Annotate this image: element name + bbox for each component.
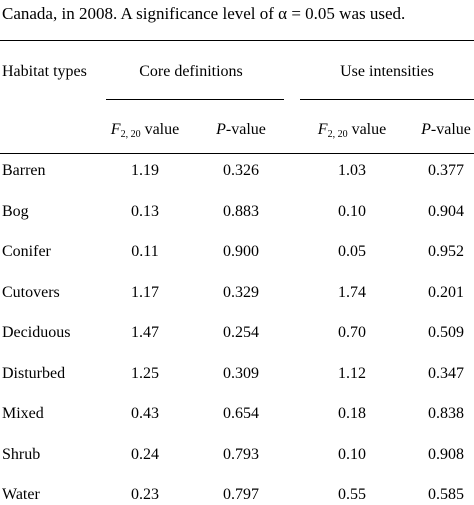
- f-suffix: value: [347, 121, 387, 138]
- habitat-cell: Cutovers: [2, 284, 60, 301]
- use-p-cell: 0.509: [428, 324, 464, 341]
- use-p-cell: 0.908: [428, 446, 464, 463]
- habitat-cell: Water: [2, 486, 40, 503]
- f-symbol: F: [317, 121, 328, 138]
- habitat-cell: Conifer: [2, 243, 51, 260]
- f-suffix: value: [140, 121, 180, 138]
- header-use-intensities: Use intensities: [340, 63, 434, 80]
- top-rule: [0, 40, 474, 41]
- core-p-cell: 0.793: [223, 446, 259, 463]
- core-f-cell: 1.25: [131, 365, 159, 382]
- core-f-cell: 1.47: [131, 324, 159, 341]
- p-suffix: -value: [225, 121, 266, 138]
- core-f-cell: 0.43: [131, 405, 159, 422]
- use-f-cell: 1.03: [338, 162, 366, 179]
- header-core-f-value: F2, 20 value: [111, 120, 179, 145]
- habitat-cell: Bog: [2, 203, 29, 220]
- header-bottom-rule: [0, 153, 474, 154]
- core-p-cell: 0.326: [223, 162, 259, 179]
- header-use-p-value: P-value: [421, 120, 471, 140]
- use-f-cell: 1.12: [338, 365, 366, 382]
- p-symbol: P: [421, 121, 431, 138]
- header-core-definitions: Core definitions: [139, 63, 243, 80]
- header-use-f-value: F2, 20 value: [318, 120, 386, 145]
- f-symbol: F: [110, 121, 121, 138]
- use-f-cell: 0.55: [338, 486, 366, 503]
- use-f-cell: 0.05: [338, 243, 366, 260]
- use-f-cell: 1.74: [338, 284, 366, 301]
- habitat-cell: Disturbed: [2, 365, 66, 382]
- header-core-p-value: P-value: [216, 120, 266, 140]
- use-f-cell: 0.70: [338, 324, 366, 341]
- habitat-cell: Barren: [2, 162, 46, 179]
- use-p-cell: 0.838: [428, 405, 464, 422]
- habitat-cell: Deciduous: [2, 324, 71, 341]
- core-f-cell: 1.19: [131, 162, 159, 179]
- habitat-cell: Shrub: [2, 446, 41, 463]
- core-p-cell: 0.797: [223, 486, 259, 503]
- core-f-cell: 0.24: [131, 446, 159, 463]
- f-subscript: 2, 20: [327, 129, 348, 140]
- core-p-cell: 0.654: [223, 405, 259, 422]
- core-p-cell: 0.329: [223, 284, 259, 301]
- core-f-cell: 0.13: [131, 203, 159, 220]
- use-p-cell: 0.201: [428, 284, 464, 301]
- p-symbol: P: [216, 121, 226, 138]
- use-f-cell: 0.10: [338, 446, 366, 463]
- use-group-rule: [300, 99, 474, 100]
- use-p-cell: 0.952: [428, 243, 464, 260]
- core-p-cell: 0.254: [223, 324, 259, 341]
- use-p-cell: 0.377: [428, 162, 464, 179]
- use-p-cell: 0.347: [428, 365, 464, 382]
- use-f-cell: 0.18: [338, 405, 366, 422]
- core-f-cell: 1.17: [131, 284, 159, 301]
- core-f-cell: 0.23: [131, 486, 159, 503]
- header-habitat-types: Habitat types: [2, 63, 87, 80]
- core-f-cell: 0.11: [131, 243, 159, 260]
- use-p-cell: 0.904: [428, 203, 464, 220]
- use-p-cell: 0.585: [428, 486, 464, 503]
- f-subscript: 2, 20: [120, 129, 141, 140]
- core-p-cell: 0.883: [223, 203, 259, 220]
- core-group-rule: [106, 99, 284, 100]
- habitat-cell: Mixed: [2, 405, 44, 422]
- use-f-cell: 0.10: [338, 203, 366, 220]
- core-p-cell: 0.309: [223, 365, 259, 382]
- p-suffix: -value: [430, 121, 471, 138]
- table-caption: Canada, in 2008. A significance level of…: [2, 4, 406, 23]
- core-p-cell: 0.900: [223, 243, 259, 260]
